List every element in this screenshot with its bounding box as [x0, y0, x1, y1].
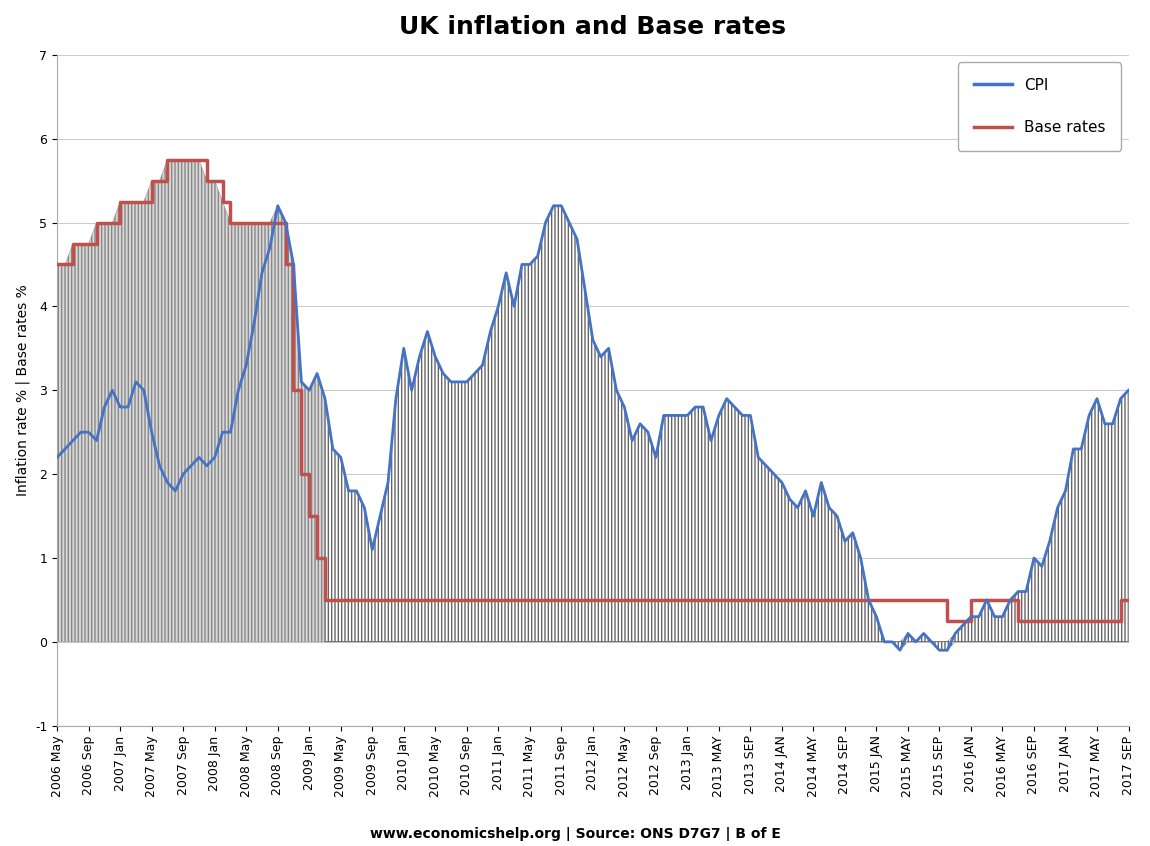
Legend: CPI, Base rates: CPI, Base rates	[958, 63, 1121, 151]
Title: UK inflation and Base rates: UK inflation and Base rates	[399, 15, 787, 39]
Y-axis label: Inflation rate % | Base rates %: Inflation rate % | Base rates %	[15, 284, 30, 496]
Text: www.economicshelp.org | Source: ONS D7G7 | B of E: www.economicshelp.org | Source: ONS D7G7…	[369, 827, 781, 841]
